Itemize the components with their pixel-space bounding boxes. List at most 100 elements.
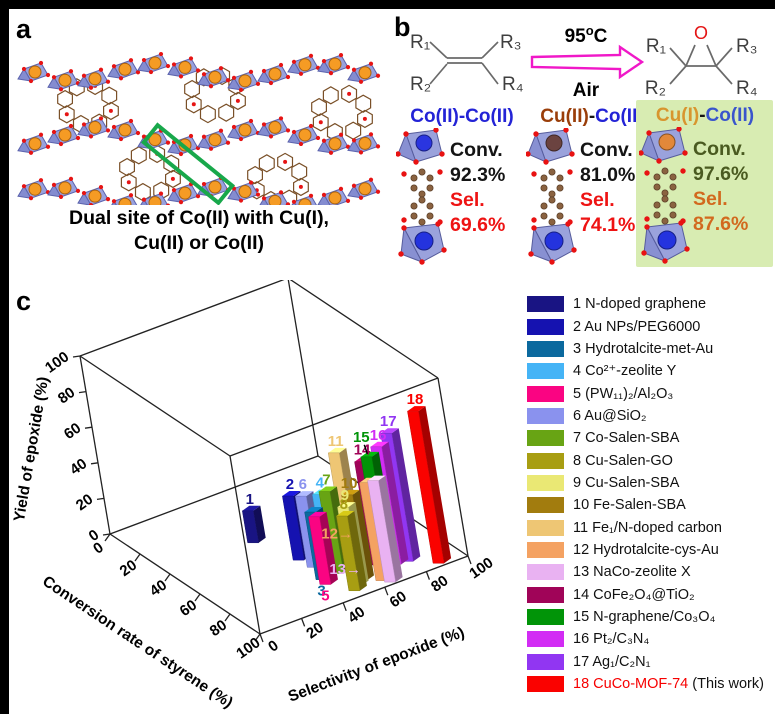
oxygen-atom — [28, 150, 34, 155]
legend-label: 6 Au@SiO₂ — [573, 408, 647, 424]
oxygen-atom — [338, 132, 344, 137]
legend-label: 1 N-doped graphene — [573, 296, 706, 312]
oxygen-atom — [201, 72, 207, 77]
panel-a-label: a — [16, 14, 32, 44]
conv-value: 97.6% — [693, 163, 749, 185]
metal-node-cluster — [287, 123, 321, 147]
legend-label: 17 Ag₁/C₂N₁ — [573, 654, 650, 670]
bar-top-face — [295, 491, 314, 497]
conv-label: Conv. — [693, 138, 746, 160]
bar-front-face — [282, 495, 305, 561]
oxygen-atom — [21, 184, 27, 189]
oxygen-atom — [38, 178, 44, 183]
organic-linker-mesh — [57, 89, 74, 109]
legend-label-suffix: (This work) — [688, 676, 764, 693]
oxygen-atom — [375, 144, 381, 149]
bar-label-11: 11 — [328, 433, 344, 450]
oxygen-atom — [318, 120, 323, 125]
legend-row: 3 Hydrotalcite-met-Au — [527, 338, 764, 360]
oxygen-atom — [195, 68, 201, 73]
oxygen-atom — [201, 134, 207, 139]
alkene-r3: R₃ — [500, 32, 521, 53]
co-polyhedron-face — [77, 192, 92, 205]
oxygen-atom — [88, 203, 94, 205]
metal-node-cluster — [317, 53, 351, 76]
legend-swatch — [527, 676, 564, 693]
metal-node-cluster — [107, 118, 141, 142]
oxygen-atom — [255, 192, 261, 197]
legend-label-name: 11 Fe₁/N-doped carbon — [573, 519, 722, 536]
legend-label: 8 Cu-Salen-GO — [573, 453, 673, 469]
catalyst-title: Cu(I)-Co(II) — [639, 105, 771, 127]
oxygen-atom — [345, 198, 351, 203]
co-polyhedron-face — [107, 65, 122, 79]
conv-label: Conv. — [580, 139, 633, 161]
metal-node-cluster — [257, 116, 291, 139]
oxygen-atom — [248, 69, 254, 74]
catalyst-title: Co(II)-Co(II) — [396, 106, 528, 128]
oxygen-atom — [291, 199, 297, 204]
metal-node-cluster — [140, 191, 171, 205]
legend-row: 6 Au@SiO₂ — [527, 405, 764, 427]
reaction-atmosphere: Air — [573, 80, 600, 101]
legend-swatch — [527, 608, 564, 625]
oxygen-atom — [368, 177, 374, 182]
oxygen-atom — [148, 69, 154, 75]
legend-label: 4 Co²⁺-zeolite Y — [573, 363, 676, 379]
axes-box-edge — [109, 533, 261, 635]
epoxide-bonds — [669, 44, 733, 85]
co-polyhedron-face — [17, 139, 32, 154]
oxygen-atom — [45, 144, 51, 149]
oxygen-atom — [328, 150, 334, 155]
oxygen-atom — [158, 51, 164, 57]
oxygen-atom — [375, 189, 381, 194]
bar-top-face — [370, 441, 389, 447]
bar-top-face — [341, 489, 360, 495]
catalyst-card-2: Cu(II)-Co(II) Conv. 81.0% Sel. 74.1% — [526, 106, 658, 266]
oxygen-atom — [128, 193, 134, 198]
catalyst-body: Conv. 97.6% Sel. 87.6% — [639, 127, 771, 265]
metal-sphere — [118, 197, 132, 205]
oxygen-atom — [58, 141, 64, 147]
oxygen-atom — [291, 59, 297, 64]
z-tick — [96, 497, 105, 501]
metal-sphere — [268, 194, 282, 205]
oxygen-atom — [351, 138, 357, 143]
catalyst-body: Conv. 92.3% Sel. 69.6% — [396, 128, 528, 266]
catalyst-title-sep: - — [699, 105, 706, 126]
epoxide-r4: R₄ — [736, 78, 758, 99]
metal-sphere — [238, 123, 252, 137]
legend-label: 2 Au NPs/PEG6000 — [573, 319, 700, 335]
chart-legend: 1 N-doped graphene 2 Au NPs/PEG6000 3 Hydr… — [527, 293, 764, 695]
co-polyhedron-face — [227, 126, 242, 140]
axes-box-edge — [289, 280, 439, 379]
catalyst-body: Conv. 81.0% Sel. 74.1% — [526, 128, 658, 266]
bar-side-face — [418, 406, 452, 564]
panel-a-caption: Dual site of Co(II) with Cu(I), Cu(II) o… — [16, 206, 382, 256]
co-polyhedron-face — [167, 189, 182, 203]
oxygen-atom — [135, 130, 141, 136]
metal-node-cluster — [197, 66, 231, 89]
oxygen-atom — [278, 116, 284, 121]
legend-swatch — [527, 385, 564, 402]
bar-13 — [367, 475, 403, 583]
frame-top — [0, 0, 775, 9]
oxygen-atom — [191, 102, 196, 107]
catalyst-stats: Conv. 81.0% Sel. 74.1% — [580, 138, 635, 266]
bar-18 — [407, 406, 452, 564]
legend-row: 5 (PW₁₁)₂/Al₂O₃ — [527, 382, 764, 404]
bar-label-5: 5 — [321, 587, 329, 604]
x-tick-label: 80 — [207, 617, 230, 640]
legend-label: 5 (PW₁₁)₂/Al₂O₃ — [573, 386, 673, 402]
bar-top-face — [380, 428, 399, 434]
organic-linker-mesh — [341, 84, 358, 104]
legend-label-name: 2 Au NPs/PEG6000 — [573, 318, 701, 335]
legend-label: 14 CoFe₂O₄@TiO₂ — [573, 587, 695, 603]
metal-sphere — [208, 133, 222, 147]
co-polyhedron-face — [17, 185, 32, 199]
oxygen-atom — [248, 180, 254, 185]
bar-front-face — [407, 410, 445, 564]
bar-top-face — [308, 511, 327, 517]
oxygen-atom — [98, 67, 104, 72]
bar-label-12: 12→ — [321, 526, 353, 543]
